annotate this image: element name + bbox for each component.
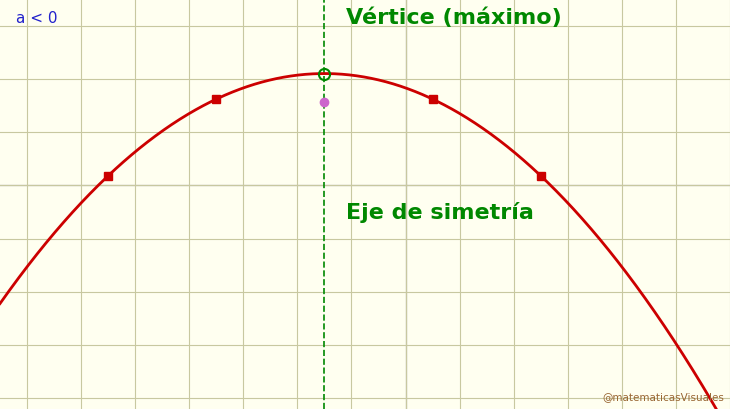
Text: @matematicasVisuales: @matematicasVisuales: [603, 391, 725, 401]
Text: a < 0: a < 0: [16, 11, 58, 26]
Text: Vértice (máximo): Vértice (máximo): [346, 8, 562, 28]
Text: Eje de simetría: Eje de simetría: [346, 202, 534, 223]
